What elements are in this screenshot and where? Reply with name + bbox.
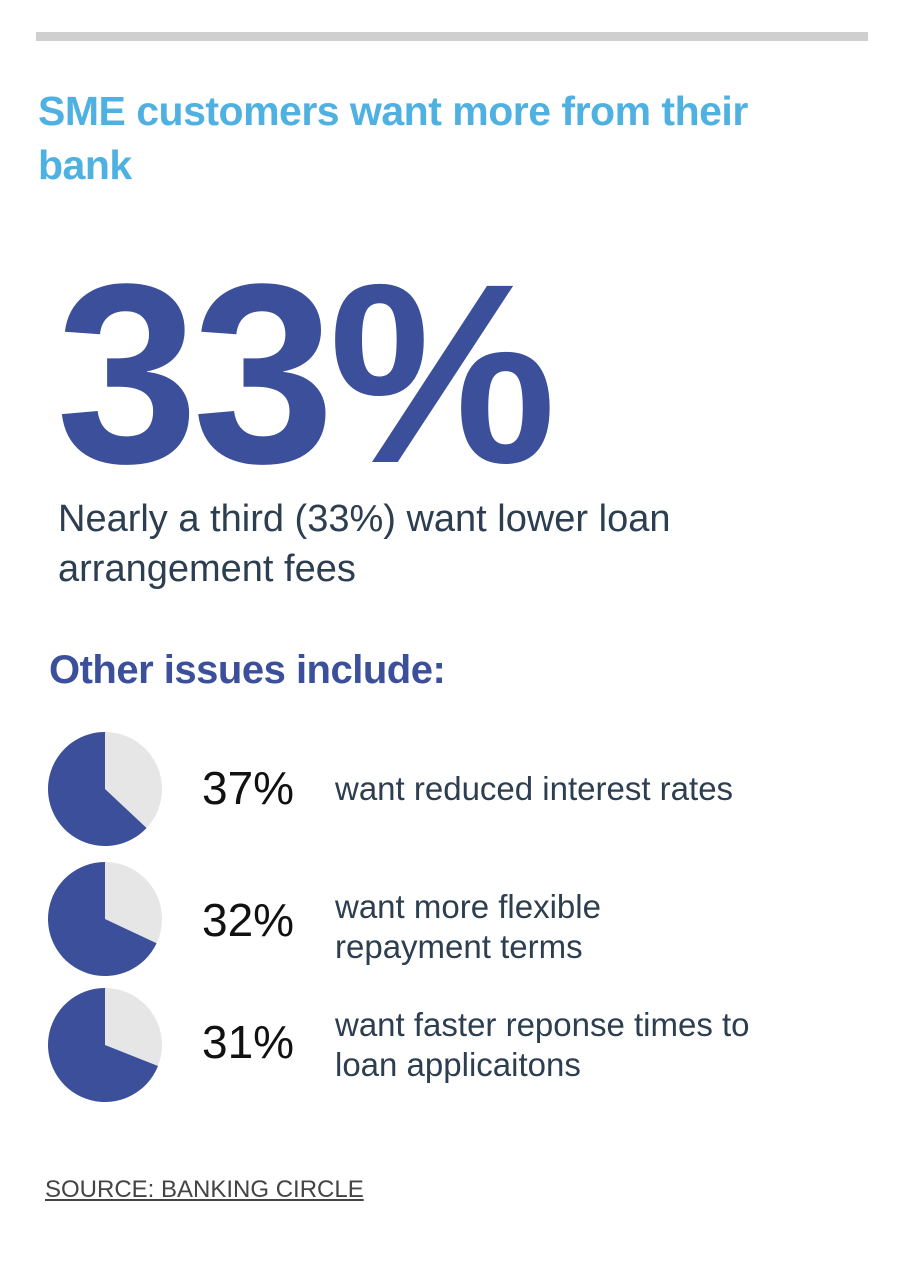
headline-description: Nearly a third (33%) want lower loan arr…: [58, 498, 671, 590]
issue-row: 32% want more flexible repayment terms: [0, 861, 914, 977]
pie-slice: [48, 988, 158, 1102]
issue-percent: 37%: [202, 762, 295, 814]
issue-row: 37% want reduced interest rates: [0, 731, 914, 847]
pie-slice: [47, 732, 147, 846]
issue-row: 31% want faster reponse times to loan ap…: [0, 987, 914, 1103]
top-divider: [36, 32, 868, 41]
pie-chart-2: [48, 988, 162, 1102]
pie-chart-0: [47, 732, 162, 846]
page-title: SME customers want more from their bank: [38, 88, 748, 188]
other-issues-heading: Other issues include:: [49, 648, 446, 692]
issue-percent: 32%: [202, 894, 295, 946]
issue-description: want faster reponse times to loan applic…: [335, 1006, 750, 1083]
headline-stat: 33%: [56, 231, 556, 517]
issue-description: want more flexible repayment terms: [335, 888, 601, 965]
pie-slice: [47, 862, 157, 976]
source-link[interactable]: SOURCE: BANKING CIRCLE: [45, 1176, 364, 1203]
issue-percent: 31%: [202, 1016, 295, 1068]
issue-description: want reduced interest rates: [335, 770, 734, 807]
pie-chart-1: [47, 862, 162, 976]
